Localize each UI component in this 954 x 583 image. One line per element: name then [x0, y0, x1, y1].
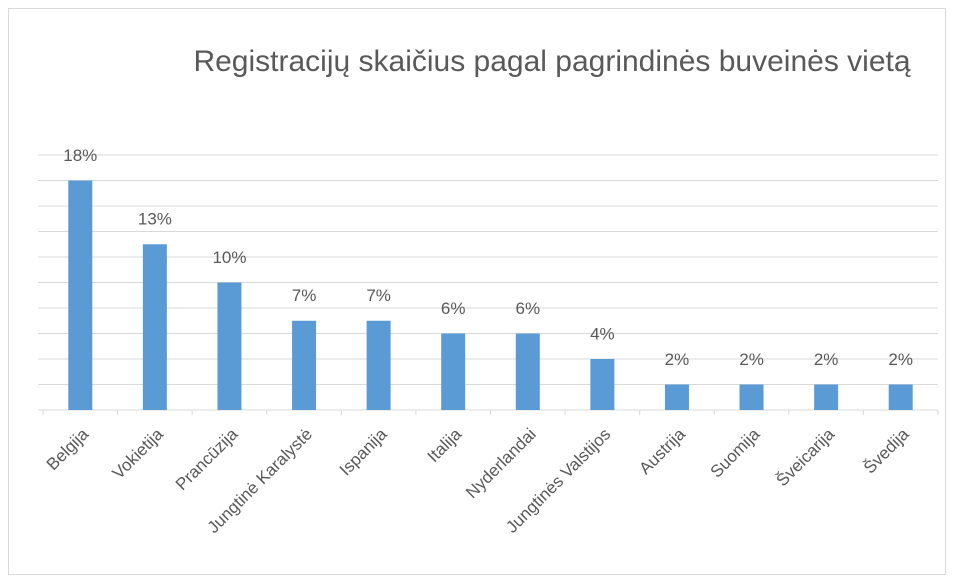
x-tick-label: Suomija	[707, 424, 764, 481]
chart-title: Registracijų skaičius pagal pagrindinės …	[193, 45, 911, 78]
chart-border	[8, 8, 946, 575]
data-label: 6%	[516, 299, 541, 318]
bar	[68, 180, 93, 410]
data-label: 7%	[366, 286, 391, 305]
x-tick-label: Italija	[424, 424, 466, 466]
bar	[739, 384, 764, 410]
data-label: 7%	[292, 286, 317, 305]
x-tick-label: Prancūzija	[172, 424, 242, 494]
x-tick-label: Vokietija	[109, 424, 168, 483]
x-tick-label: Šveicarija	[773, 424, 839, 490]
bar	[292, 320, 317, 410]
data-label: 2%	[888, 350, 913, 369]
data-label: 10%	[212, 248, 246, 267]
data-label: 18%	[63, 146, 97, 165]
bar	[590, 359, 615, 410]
x-tick-label: Ispanija	[336, 424, 391, 479]
data-label: 4%	[590, 324, 615, 343]
data-label: 2%	[665, 350, 690, 369]
x-tick-label: Austrija	[635, 424, 689, 478]
bar	[814, 384, 839, 410]
data-label: 6%	[441, 299, 466, 318]
bar	[888, 384, 913, 410]
bar	[441, 333, 466, 410]
bar	[142, 244, 167, 410]
bar	[664, 384, 689, 410]
bar	[366, 320, 391, 410]
bar	[217, 282, 242, 410]
x-tick-label: Belgija	[43, 424, 93, 474]
x-tick-label: Švedija	[860, 424, 913, 477]
data-label: 2%	[739, 350, 764, 369]
data-label: 13%	[138, 210, 172, 229]
x-tick-label: Nyderlandai	[462, 425, 540, 503]
bar	[515, 333, 540, 410]
data-label: 2%	[814, 350, 839, 369]
